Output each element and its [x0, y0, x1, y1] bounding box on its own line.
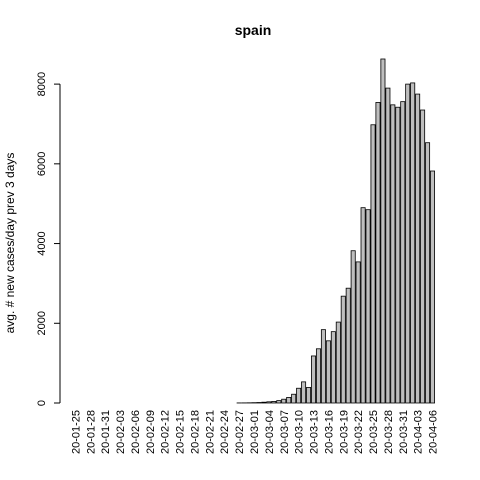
x-tick-label: 20-02-12: [160, 410, 172, 454]
bar: [340, 295, 346, 404]
bar: [410, 82, 416, 404]
bar: [281, 398, 287, 404]
bar: [430, 170, 436, 404]
x-tick-label: 20-03-04: [264, 410, 276, 454]
x-tick-label: 20-03-19: [338, 410, 350, 454]
bar: [345, 287, 351, 404]
x-tick-label: 20-02-27: [234, 410, 246, 454]
x-tick-label: 20-03-13: [309, 410, 321, 454]
x-tick-label: 20-02-21: [204, 410, 216, 454]
x-tick-label: 20-01-31: [100, 410, 112, 454]
bar: [311, 355, 316, 404]
bar: [286, 397, 292, 404]
bar: [330, 331, 336, 404]
bar: [271, 401, 277, 404]
bar: [266, 401, 272, 404]
bar: [370, 124, 376, 404]
y-tick-label: 2000: [36, 311, 48, 335]
bar: [390, 104, 396, 404]
y-tick-label: 4000: [36, 231, 48, 255]
bar: [325, 340, 331, 404]
x-tick-label: 20-02-03: [115, 410, 127, 454]
x-tick-label: 20-01-25: [70, 410, 82, 454]
bar: [405, 83, 411, 404]
x-tick-label: 20-04-06: [428, 410, 440, 454]
bar: [365, 209, 371, 404]
chart-title: spain: [235, 22, 272, 38]
bar: [380, 58, 386, 404]
bar: [350, 250, 356, 404]
bar: [425, 142, 431, 404]
x-tick-label: 20-02-24: [219, 410, 231, 454]
bar: [400, 101, 406, 404]
bar: [320, 329, 326, 404]
bar: [395, 106, 401, 404]
bar: [420, 109, 426, 404]
x-tick-label: 20-02-15: [175, 410, 187, 454]
x-tick-label: 20-03-07: [279, 410, 291, 454]
bar: [360, 207, 366, 404]
y-tick-label: 8000: [36, 72, 48, 96]
x-tick-label: 20-02-18: [189, 410, 201, 454]
bar: [261, 401, 267, 404]
bar: [296, 387, 302, 404]
bar: [301, 381, 307, 404]
x-tick-label: 20-03-28: [383, 410, 395, 454]
bar: [355, 261, 361, 404]
x-tick-label: 20-03-22: [353, 410, 365, 454]
bar: [276, 400, 282, 404]
x-tick-label: 20-03-10: [294, 410, 306, 454]
bar: [315, 348, 321, 404]
x-tick-label: 20-03-16: [323, 410, 335, 454]
x-tick-label: 20-01-28: [85, 410, 97, 454]
x-tick-label: 20-03-01: [249, 410, 261, 454]
x-tick-label: 20-03-31: [398, 410, 410, 454]
x-tick-label: 20-02-06: [130, 410, 142, 454]
y-tick-label: 0: [36, 400, 48, 406]
bar: [415, 93, 421, 404]
bar: [335, 321, 341, 404]
y-tick-label: 6000: [36, 152, 48, 176]
x-tick-label: 20-03-25: [368, 410, 380, 454]
bar: [375, 102, 381, 404]
bar: [291, 393, 297, 404]
x-tick-label: 20-04-03: [413, 410, 425, 454]
y-axis-label: avg. # new cases/day prev 3 days: [3, 153, 17, 334]
x-tick-label: 20-02-09: [145, 410, 157, 454]
bar: [385, 87, 391, 404]
bar: [306, 387, 312, 404]
